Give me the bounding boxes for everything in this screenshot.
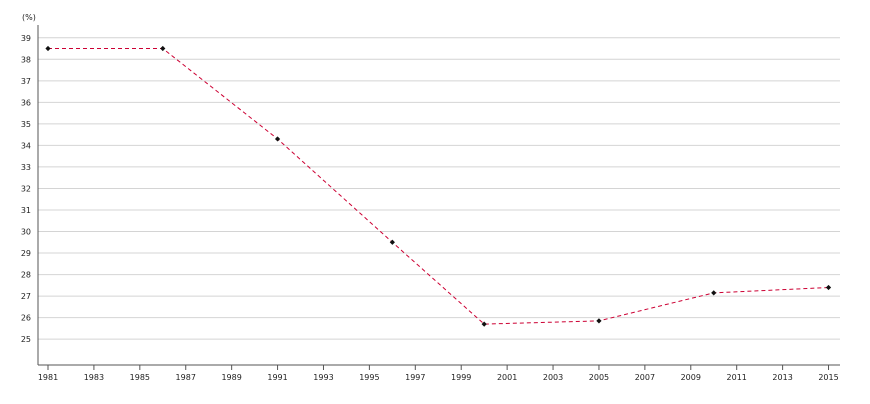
y-tick-label-29: 29: [21, 249, 31, 258]
data-point-1986: [160, 45, 166, 52]
y-tick-label-27: 27: [21, 292, 31, 301]
x-tick-label-2007: 2007: [635, 373, 655, 382]
y-tick-label-34: 34: [21, 141, 31, 150]
x-tick-label-1985: 1985: [130, 373, 150, 382]
y-tick-label-25: 25: [21, 335, 31, 344]
data-point-1991: [274, 136, 281, 142]
gridlines: [38, 37, 840, 340]
y-tick-label-33: 33: [21, 163, 31, 172]
x-tick-label-2001: 2001: [497, 373, 517, 382]
x-tick-label-1999: 1999: [451, 373, 471, 382]
data-point-2000: [481, 321, 487, 327]
x-axis-ticks: 1981 1983 1985 1987 1989 1991 1993 1995 1997 1999…: [38, 365, 839, 382]
y-tick-label-39: 39: [21, 34, 31, 43]
x-tick-label-1987: 1987: [176, 373, 196, 382]
x-tick-label-1995: 1995: [359, 373, 379, 382]
series-layer: [45, 45, 832, 327]
y-tick-label-31: 31: [21, 206, 31, 215]
data-point-2010: [711, 290, 717, 296]
x-tick-label-1981: 1981: [38, 373, 58, 382]
y-tick-label-30: 30: [21, 228, 31, 237]
y-tick-label-37: 37: [21, 77, 31, 86]
x-tick-label-1989: 1989: [221, 373, 241, 382]
y-unit-label: (%): [22, 13, 36, 22]
y-axis-ticks: 25 26 27 28 29 30 31 32 33 34 35 36 37 38 39: [21, 34, 31, 344]
y-tick-label-26: 26: [21, 314, 31, 323]
y-tick-label-32: 32: [21, 184, 31, 193]
x-tick-label-2015: 2015: [818, 373, 838, 382]
axes: [37, 25, 840, 366]
data-point-2015: [825, 284, 832, 291]
y-tick-label-36: 36: [21, 98, 31, 107]
x-tick-label-2003: 2003: [543, 373, 563, 382]
x-tick-label-2009: 2009: [681, 373, 701, 382]
data-point-1996: [389, 239, 395, 245]
y-tick-label-28: 28: [21, 271, 31, 280]
data-point-2005: [596, 318, 602, 324]
data-point-1981: [45, 45, 51, 52]
y-tick-label-35: 35: [21, 120, 31, 129]
x-tick-label-1991: 1991: [267, 373, 287, 382]
x-tick-label-1997: 1997: [405, 373, 425, 382]
series-line-0: [48, 48, 829, 325]
y-tick-label-38: 38: [21, 55, 31, 64]
x-tick-label-2013: 2013: [772, 373, 792, 382]
x-tick-label-2011: 2011: [727, 373, 747, 382]
x-tick-label-1983: 1983: [84, 373, 104, 382]
x-tick-label-1993: 1993: [313, 373, 333, 382]
x-tick-label-2005: 2005: [589, 373, 609, 382]
